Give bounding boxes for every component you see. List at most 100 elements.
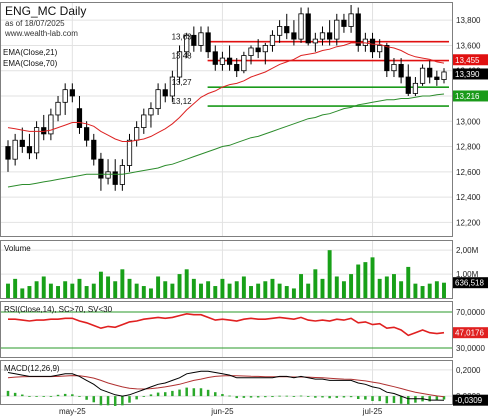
candle-body xyxy=(384,45,390,72)
price-candle xyxy=(391,58,397,78)
candle-body xyxy=(112,171,118,185)
price-candle xyxy=(69,83,75,103)
macd-histogram-bar xyxy=(178,389,181,397)
volume-bar xyxy=(313,269,318,298)
ema-value-tag: 13,216 xyxy=(453,90,488,102)
price-candle xyxy=(112,159,118,191)
volume-bar xyxy=(234,281,239,298)
macd-histogram-bar xyxy=(278,395,281,397)
candle-body xyxy=(169,76,176,97)
price-candle xyxy=(191,26,197,52)
grid-layer xyxy=(1,3,452,404)
candle-body xyxy=(226,57,233,65)
volume-bar xyxy=(206,281,211,298)
macd-pane-title: MACD(12,26,9) xyxy=(4,364,60,373)
volume-bar xyxy=(284,286,289,298)
candle-body xyxy=(69,89,75,97)
macd-line xyxy=(7,370,445,401)
volume-bar xyxy=(98,271,103,298)
price-candle xyxy=(169,70,176,103)
macd-histogram-bar xyxy=(128,396,131,403)
macd-histogram-bar xyxy=(221,394,224,397)
price-candle xyxy=(84,121,90,147)
volume-bar xyxy=(56,286,60,298)
candle-body xyxy=(312,38,318,44)
legend-ema-slow: EMA(Close,70) xyxy=(3,59,58,68)
macd-histogram-bar xyxy=(63,393,67,397)
price-candle xyxy=(91,133,97,166)
candle-body xyxy=(269,34,276,46)
price-candle xyxy=(348,5,354,33)
volume-bar xyxy=(170,283,175,298)
price-candle xyxy=(355,7,361,52)
macd-histogram-bar xyxy=(35,395,38,397)
macd-histogram-bar xyxy=(206,389,210,397)
macd-histogram-bar xyxy=(214,392,217,397)
last-price-tag: 13,390 xyxy=(453,68,488,80)
volume-bar xyxy=(370,257,375,298)
volume-bar xyxy=(120,269,125,298)
price-candle xyxy=(305,7,311,46)
rsi-line xyxy=(8,312,445,337)
candle-body xyxy=(248,47,254,56)
volume-bar xyxy=(141,286,146,298)
price-candle xyxy=(284,13,290,40)
volume-pane xyxy=(0,240,453,299)
volume-value-tag-box xyxy=(453,277,488,289)
rsi-y-tick-label: 30,0000 xyxy=(456,344,485,353)
candle-body xyxy=(148,108,154,116)
volume-bar xyxy=(163,281,168,298)
volume-bar xyxy=(263,281,268,298)
rsi-value-tag: 47,0176 xyxy=(453,327,488,339)
volume-bar xyxy=(184,269,189,298)
candle-body xyxy=(319,32,326,40)
volume-pane-title: Volume xyxy=(4,244,31,253)
candle-body xyxy=(155,89,161,110)
volume-bar xyxy=(320,278,325,298)
candle-body xyxy=(134,127,140,141)
volume-bar xyxy=(213,286,218,298)
price-candle xyxy=(441,68,447,84)
candle-body xyxy=(33,127,40,154)
price-candle xyxy=(384,42,390,78)
volume-bar xyxy=(434,281,439,298)
price-y-tick-label: 13,600 xyxy=(456,41,481,50)
volume-bar xyxy=(306,283,311,298)
volume-bar xyxy=(363,262,368,298)
resistance-level-label: 13,48 xyxy=(172,52,193,61)
support-level-label: 13,12 xyxy=(172,97,193,106)
candle-body xyxy=(441,71,447,80)
candle-body xyxy=(348,13,354,27)
candle-body xyxy=(262,45,268,53)
rsi-y-tick-label: 70,0000 xyxy=(456,308,485,317)
candle-body xyxy=(184,34,190,53)
macd-histogram-bar xyxy=(256,396,260,398)
macd-histogram-bar xyxy=(299,395,303,397)
candle-body xyxy=(19,139,25,147)
candle-body xyxy=(362,38,368,46)
price-candle xyxy=(184,32,190,59)
volume-value-tag-text: 636,518 xyxy=(455,279,484,288)
macd-histogram-bar xyxy=(192,388,196,397)
macd-histogram-bar xyxy=(314,396,317,398)
candle-body xyxy=(62,89,68,103)
candle-body xyxy=(76,108,83,128)
macd-histogram-bar xyxy=(249,396,253,398)
price-candle xyxy=(205,26,211,59)
price-candle xyxy=(298,7,304,43)
price-candle xyxy=(162,83,168,103)
candle-body xyxy=(327,32,333,40)
macd-histogram-bar xyxy=(285,395,289,397)
volume-bar xyxy=(406,266,411,298)
price-candle xyxy=(198,26,204,52)
macd-histogram-bar xyxy=(163,392,167,397)
volume-bar xyxy=(420,286,425,298)
x-date-label: jun-25 xyxy=(210,407,234,416)
macd-histogram-bar xyxy=(149,394,153,397)
macd-histogram-bar xyxy=(364,396,367,400)
candle-body xyxy=(305,13,311,44)
price-candle xyxy=(62,83,68,115)
candle-body xyxy=(91,139,97,160)
volume-bar xyxy=(84,286,89,298)
macd-y-tick-label: 0,2000 xyxy=(456,366,481,375)
